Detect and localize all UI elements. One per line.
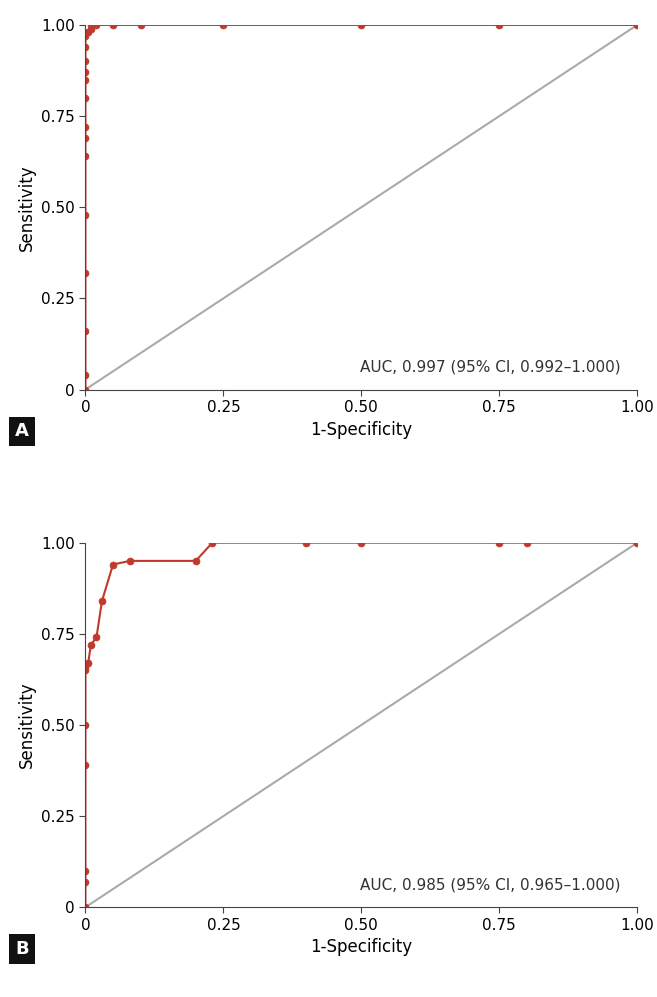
Text: AUC, 0.997 (95% CI, 0.992–1.000): AUC, 0.997 (95% CI, 0.992–1.000) bbox=[360, 360, 621, 375]
X-axis label: 1-Specificity: 1-Specificity bbox=[310, 421, 413, 439]
Text: AUC, 0.985 (95% CI, 0.965–1.000): AUC, 0.985 (95% CI, 0.965–1.000) bbox=[360, 877, 621, 892]
Text: B: B bbox=[15, 940, 29, 958]
Y-axis label: Sensitivity: Sensitivity bbox=[18, 682, 35, 769]
Y-axis label: Sensitivity: Sensitivity bbox=[18, 164, 35, 250]
Text: A: A bbox=[15, 423, 29, 441]
X-axis label: 1-Specificity: 1-Specificity bbox=[310, 938, 413, 956]
